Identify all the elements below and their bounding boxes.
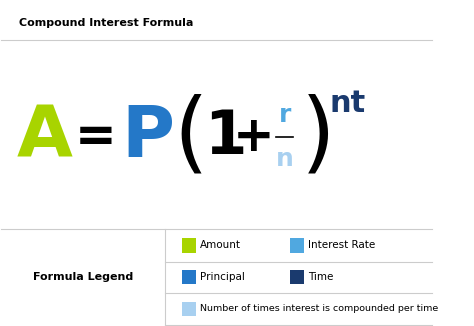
Text: (: ( bbox=[173, 94, 208, 181]
Text: +: + bbox=[232, 113, 274, 161]
Text: r: r bbox=[279, 103, 291, 127]
Text: =: = bbox=[75, 113, 117, 161]
Text: A: A bbox=[17, 103, 73, 172]
Text: Time: Time bbox=[308, 272, 333, 282]
Text: P: P bbox=[121, 103, 174, 172]
FancyBboxPatch shape bbox=[182, 302, 196, 316]
Text: Formula Legend: Formula Legend bbox=[33, 272, 133, 282]
Text: Amount: Amount bbox=[201, 240, 241, 250]
Text: Principal: Principal bbox=[201, 272, 245, 282]
FancyBboxPatch shape bbox=[182, 238, 196, 253]
Text: Interest Rate: Interest Rate bbox=[308, 240, 375, 250]
FancyBboxPatch shape bbox=[290, 270, 304, 284]
Text: nt: nt bbox=[330, 89, 366, 118]
Text: n: n bbox=[276, 147, 294, 171]
Text: Compound Interest Formula: Compound Interest Formula bbox=[18, 18, 193, 28]
FancyBboxPatch shape bbox=[182, 270, 196, 284]
Text: 1: 1 bbox=[204, 108, 246, 167]
Text: ): ) bbox=[301, 94, 335, 181]
Text: Number of times interest is compounded per time: Number of times interest is compounded p… bbox=[201, 304, 438, 313]
FancyBboxPatch shape bbox=[290, 238, 304, 253]
